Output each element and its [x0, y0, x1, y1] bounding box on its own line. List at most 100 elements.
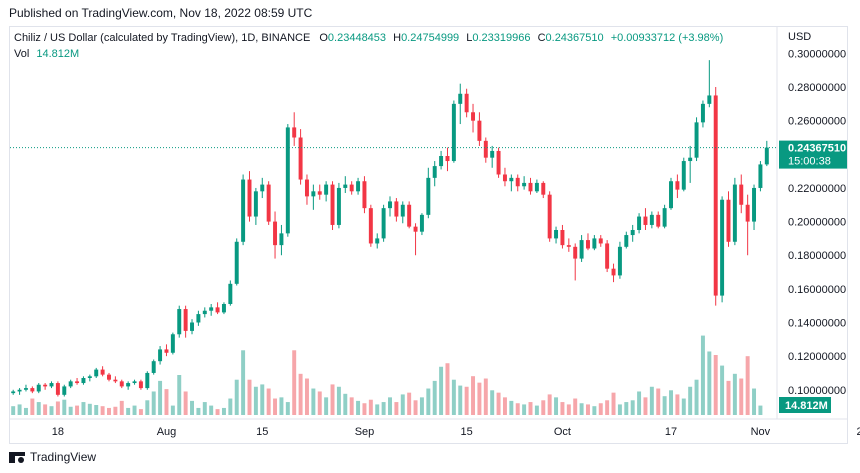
candle-body: [279, 233, 284, 246]
candle: [560, 224, 565, 249]
volume-bar: [752, 388, 757, 415]
candle: [113, 376, 118, 384]
volume-bar: [36, 402, 41, 415]
candle-body: [752, 187, 757, 222]
volume-bar: [605, 400, 610, 415]
candle-body: [43, 384, 48, 387]
volume-bar: [598, 403, 603, 415]
candle-body: [68, 381, 73, 387]
candle: [745, 194, 750, 256]
candle: [49, 381, 54, 389]
candle: [426, 167, 431, 219]
candle-body: [541, 182, 546, 195]
candle-body: [177, 309, 182, 335]
volume-bar: [592, 406, 597, 415]
volume-bar: [190, 400, 194, 415]
candle-body: [669, 181, 673, 209]
candle-body: [432, 166, 437, 178]
candle: [445, 147, 450, 172]
tradingview-logo-icon: [9, 451, 25, 463]
volume-bar: [451, 379, 456, 415]
candle-body: [215, 307, 220, 313]
candle: [611, 263, 616, 283]
candle: [221, 302, 226, 315]
candle: [694, 117, 699, 162]
candle: [228, 280, 233, 306]
candle-body: [164, 349, 169, 353]
volume-bar: [713, 355, 718, 415]
candle-body: [726, 199, 731, 242]
volume-bar: [273, 398, 278, 415]
volume-bar: [298, 373, 303, 415]
ohlc-legend: Chiliz / US Dollar (calculated by Tradin…: [14, 32, 724, 44]
volume-bar: [700, 335, 705, 415]
candle: [94, 367, 99, 378]
candle-body: [381, 208, 386, 239]
candle: [598, 235, 603, 247]
candle: [292, 112, 297, 146]
time-tick-label: Sep: [355, 426, 375, 438]
volume-bar: [688, 386, 693, 415]
candle-body: [100, 369, 105, 375]
volume-value: 14.812M: [36, 48, 80, 60]
volume-bar: [241, 350, 246, 415]
volume-bar: [375, 404, 380, 415]
candle: [215, 302, 220, 315]
brand-name: TradingView: [30, 450, 97, 464]
candle: [675, 174, 680, 199]
volume-bar: [330, 384, 335, 415]
candle: [311, 184, 316, 210]
candle: [534, 179, 539, 193]
candle-body: [388, 201, 392, 209]
candle: [164, 344, 169, 357]
candle: [343, 176, 348, 193]
candle-body: [617, 246, 622, 276]
candle: [209, 304, 214, 316]
price-tick-label: 0.10000000: [788, 385, 846, 397]
candle: [643, 208, 648, 230]
candle-body: [87, 376, 92, 378]
candle-body: [107, 374, 111, 380]
volume-bar: [215, 409, 220, 415]
candle: [496, 147, 501, 178]
candle-body: [758, 164, 763, 188]
candle-body: [285, 127, 290, 234]
candle: [407, 201, 412, 229]
volume-bar: [471, 376, 476, 415]
candle-body: [675, 181, 680, 190]
candle: [81, 376, 86, 385]
chart-frame[interactable]: [9, 26, 848, 444]
volume-bar: [304, 378, 309, 415]
candle-body: [151, 361, 156, 373]
volume-bar: [183, 391, 188, 415]
candle: [317, 184, 322, 200]
volume-bar: [362, 403, 367, 415]
candle: [170, 332, 175, 355]
candle-body: [656, 214, 661, 227]
price-tick-label: 0.14000000: [788, 318, 846, 330]
volume-bar: [17, 404, 22, 415]
time-axis: 18 Aug 15 Sep 15 Oct 17 Nov 21: [52, 426, 860, 438]
volume-bar: [292, 350, 297, 415]
open-value: 0.23448453: [327, 32, 387, 44]
candle: [247, 171, 252, 222]
volume-bar: [388, 397, 392, 415]
candle-body: [49, 383, 54, 387]
volume-bar: [285, 402, 290, 415]
footer-brand[interactable]: TradingView: [9, 450, 96, 464]
volume-bar: [75, 405, 80, 415]
candle-body: [36, 384, 41, 392]
price-tick-label: 0.18000000: [788, 250, 846, 262]
candle-body: [330, 184, 335, 225]
candle: [138, 379, 143, 390]
candle: [119, 379, 124, 389]
candle: [707, 60, 712, 108]
candle: [656, 211, 661, 229]
candle-body: [158, 349, 163, 362]
volume-bar: [560, 402, 565, 415]
volume-bar: [368, 399, 373, 415]
candle-body: [700, 103, 705, 123]
volume-bar: [432, 380, 437, 415]
candle: [432, 161, 437, 187]
